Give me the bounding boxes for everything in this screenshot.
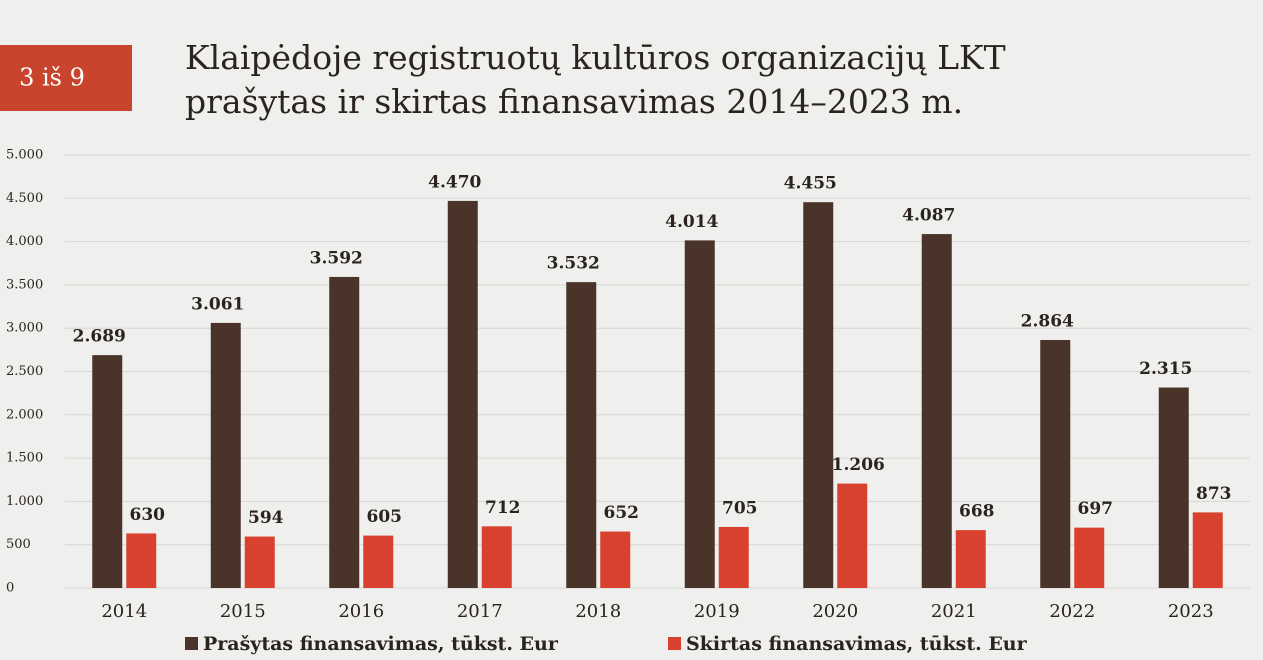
y-tick-label: 500 [6, 537, 31, 552]
bar [126, 533, 157, 588]
bar [921, 234, 952, 588]
x-tick-label: 2017 [457, 601, 503, 622]
y-tick-label: 0 [6, 581, 14, 596]
value-label: 4.455 [784, 174, 837, 194]
bar [1040, 339, 1071, 588]
bar [837, 483, 868, 588]
x-tick-label: 2020 [812, 601, 858, 622]
value-label: 4.087 [902, 206, 955, 226]
value-label: 630 [130, 505, 166, 525]
chart-title: prašytas ir skirtas finansavimas 2014–20… [185, 82, 963, 121]
bar [684, 240, 715, 588]
value-label: 697 [1078, 499, 1114, 519]
bar [1074, 527, 1105, 588]
x-tick-label: 2015 [220, 601, 266, 622]
y-tick-label: 1.500 [6, 451, 43, 466]
bar [481, 526, 512, 588]
y-tick-label: 4.500 [6, 191, 43, 206]
legend-swatch [668, 637, 681, 650]
value-label: 712 [485, 498, 521, 518]
legend-label: Prašytas finansavimas, tūkst. Eur [203, 633, 559, 655]
bar [210, 322, 241, 588]
legend-label: Skirtas finansavimas, tūkst. Eur [686, 633, 1028, 655]
y-tick-label: 2.000 [6, 407, 43, 422]
bar [329, 276, 360, 588]
y-tick-label: 5.000 [6, 148, 43, 163]
value-label: 668 [959, 502, 995, 522]
x-tick-label: 2021 [931, 601, 977, 622]
bar [600, 531, 631, 588]
x-tick-label: 2014 [101, 601, 147, 622]
value-label: 2.315 [1139, 359, 1192, 379]
y-tick-label: 2.500 [6, 364, 43, 379]
value-label: 594 [248, 508, 284, 528]
value-label: 3.592 [310, 248, 363, 268]
value-label: 1.206 [832, 455, 885, 475]
value-label: 3.061 [191, 294, 244, 314]
y-tick-label: 3.000 [6, 321, 43, 336]
x-tick-label: 2019 [694, 601, 740, 622]
bar [718, 526, 749, 588]
value-label: 4.470 [428, 172, 481, 192]
bar [955, 530, 986, 588]
value-label: 705 [722, 498, 758, 518]
y-tick-label: 1.000 [6, 494, 43, 509]
y-tick-label: 3.500 [6, 277, 43, 292]
value-label: 3.532 [547, 254, 600, 274]
chart-title: Klaipėdoje registruotų kultūros organiza… [185, 38, 1006, 77]
bar [803, 202, 834, 588]
bar [244, 536, 275, 588]
y-tick-label: 4.000 [6, 234, 43, 249]
bar [1192, 512, 1223, 588]
value-label: 652 [604, 503, 640, 523]
x-tick-label: 2023 [1168, 601, 1214, 622]
x-tick-label: 2016 [338, 601, 384, 622]
x-tick-label: 2022 [1049, 601, 1095, 622]
bar [92, 355, 123, 588]
bar [363, 535, 394, 588]
value-label: 873 [1196, 484, 1232, 504]
badge: 3 iš 9 [19, 64, 85, 92]
bar [1158, 387, 1189, 588]
bar [447, 200, 478, 588]
bar [566, 282, 597, 588]
badge-box [0, 45, 132, 111]
value-label: 2.864 [1021, 311, 1074, 331]
value-label: 4.014 [665, 212, 718, 232]
x-tick-label: 2018 [575, 601, 621, 622]
legend-swatch [185, 637, 198, 650]
value-label: 605 [367, 507, 403, 527]
value-label: 2.689 [73, 327, 126, 347]
